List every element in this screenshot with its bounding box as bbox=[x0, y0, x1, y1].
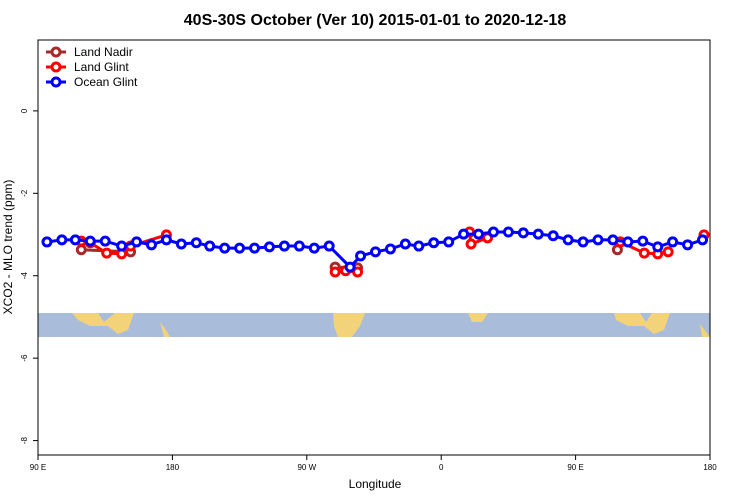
x-tick-label: 180 bbox=[703, 463, 717, 472]
point bbox=[101, 247, 113, 259]
point bbox=[308, 242, 320, 254]
x-tick-label: 0 bbox=[439, 463, 444, 472]
y-axis-label: XCO2 - MLO trend (ppm) bbox=[1, 180, 15, 315]
y-tick-label: -8 bbox=[20, 436, 29, 444]
point bbox=[204, 240, 216, 252]
point bbox=[278, 240, 290, 252]
point bbox=[473, 228, 485, 240]
legend-marker bbox=[50, 76, 62, 88]
x-tick-label: 180 bbox=[166, 463, 180, 472]
point bbox=[667, 236, 679, 248]
point bbox=[75, 244, 87, 256]
point bbox=[637, 235, 649, 247]
point bbox=[607, 234, 619, 246]
legend-marker bbox=[50, 61, 62, 73]
point bbox=[69, 234, 81, 246]
point bbox=[344, 261, 356, 273]
point bbox=[249, 242, 261, 254]
x-tick-label: 90 W bbox=[297, 463, 316, 472]
point bbox=[502, 226, 514, 238]
point bbox=[458, 228, 470, 240]
y-tick-label: 0 bbox=[20, 108, 29, 113]
point bbox=[293, 240, 305, 252]
point bbox=[175, 238, 187, 250]
point bbox=[577, 236, 589, 248]
point bbox=[562, 234, 574, 246]
point bbox=[465, 238, 477, 250]
point bbox=[487, 226, 499, 238]
point bbox=[190, 237, 202, 249]
legend-label: Ocean Glint bbox=[74, 75, 138, 89]
point bbox=[56, 234, 68, 246]
point bbox=[384, 243, 396, 255]
point bbox=[413, 240, 425, 252]
point bbox=[219, 242, 231, 254]
point bbox=[234, 242, 246, 254]
point bbox=[517, 227, 529, 239]
map-strip bbox=[38, 313, 710, 337]
y-tick-label: -6 bbox=[20, 354, 29, 362]
x-tick-label: 90 E bbox=[567, 463, 583, 472]
legend-marker bbox=[50, 46, 62, 58]
point bbox=[399, 238, 411, 250]
point bbox=[116, 240, 128, 252]
point bbox=[145, 239, 157, 251]
point bbox=[41, 236, 53, 248]
chart-title: 40S-30S October (Ver 10) 2015-01-01 to 2… bbox=[184, 12, 567, 29]
point bbox=[263, 241, 275, 253]
point bbox=[532, 228, 544, 240]
point bbox=[662, 246, 674, 258]
x-tick-label: 90 E bbox=[30, 463, 46, 472]
point bbox=[547, 230, 559, 242]
point bbox=[352, 266, 364, 278]
point bbox=[84, 235, 96, 247]
point bbox=[131, 236, 143, 248]
point bbox=[99, 235, 111, 247]
point bbox=[682, 239, 694, 251]
point bbox=[592, 234, 604, 246]
y-tick-label: -2 bbox=[20, 189, 29, 197]
plot-frame bbox=[37, 39, 711, 456]
point bbox=[652, 241, 664, 253]
x-axis-label: Longitude bbox=[349, 477, 402, 491]
point bbox=[443, 236, 455, 248]
point bbox=[323, 240, 335, 252]
legend-label: Land Glint bbox=[74, 60, 129, 74]
point bbox=[369, 246, 381, 258]
legend-label: Land Nadir bbox=[74, 45, 133, 59]
point bbox=[428, 237, 440, 249]
point bbox=[697, 234, 709, 246]
y-tick-label: -4 bbox=[20, 272, 29, 280]
point bbox=[160, 234, 172, 246]
point bbox=[355, 250, 367, 262]
point bbox=[622, 236, 634, 248]
point bbox=[329, 266, 341, 278]
point bbox=[638, 247, 650, 259]
